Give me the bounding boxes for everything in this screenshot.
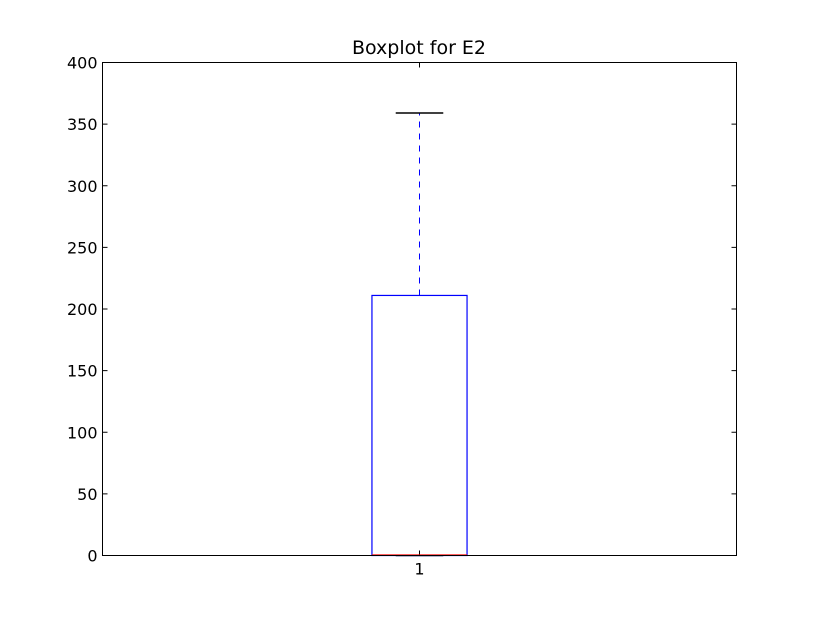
y-tick-label: 100 (67, 423, 98, 442)
y-tick-label: 200 (67, 300, 98, 319)
y-axis-ticks: 0 50 100 150 200 250 300 350 400 (67, 54, 737, 566)
box-elements (371, 112, 468, 557)
x-axis-ticks: 1 (414, 62, 425, 579)
chart-title: Boxplot for E2 (352, 37, 486, 59)
y-tick-label: 350 (67, 115, 98, 134)
y-tick-label: 150 (67, 362, 98, 381)
plot-frame (102, 62, 737, 556)
y-tick-label: 400 (67, 54, 98, 73)
x-tick-label: 1 (414, 560, 424, 579)
box-iqr (371, 294, 468, 557)
y-tick-label: 50 (77, 485, 97, 504)
y-tick-label: 0 (87, 547, 97, 566)
y-tick-label: 300 (67, 177, 98, 196)
y-tick-label: 250 (67, 238, 98, 257)
